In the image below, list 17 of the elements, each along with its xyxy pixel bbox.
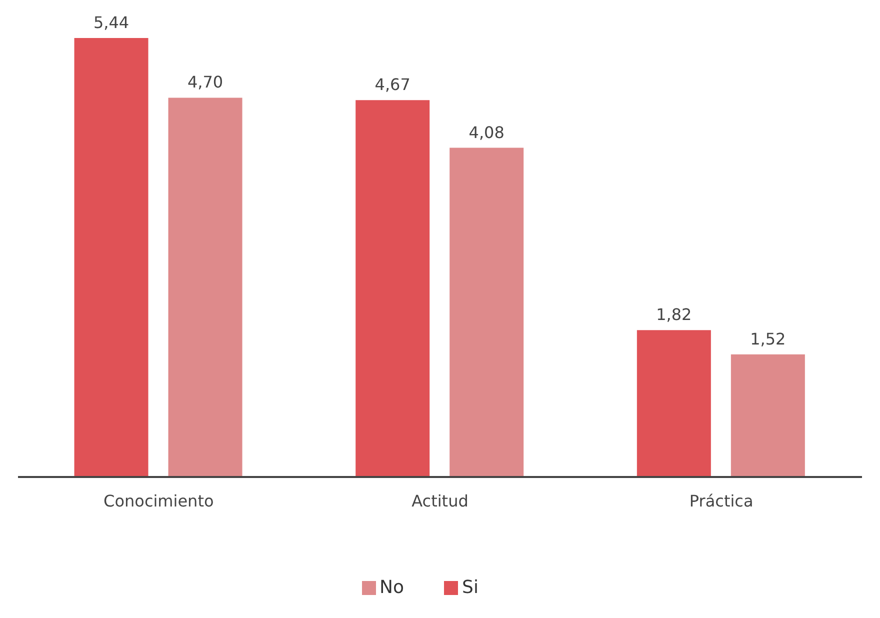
x-tick-label: Práctica bbox=[689, 491, 754, 510]
data-label: 5,44 bbox=[93, 13, 130, 32]
data-label: 1,52 bbox=[750, 329, 786, 348]
x-tick-label: Actitud bbox=[412, 491, 468, 510]
bar bbox=[168, 98, 242, 477]
x-tick-label: Conocimiento bbox=[104, 491, 214, 510]
data-label: 4,08 bbox=[468, 122, 504, 142]
bar bbox=[356, 100, 430, 477]
legend-label: No bbox=[380, 577, 404, 598]
bar bbox=[636, 330, 711, 477]
legend-label: Si bbox=[462, 577, 478, 598]
data-label: 1,82 bbox=[656, 305, 692, 324]
bar bbox=[730, 354, 805, 477]
data-label: 4,70 bbox=[187, 72, 224, 92]
bar bbox=[450, 148, 524, 477]
bar bbox=[74, 38, 148, 477]
data-label: 4,67 bbox=[374, 75, 410, 94]
